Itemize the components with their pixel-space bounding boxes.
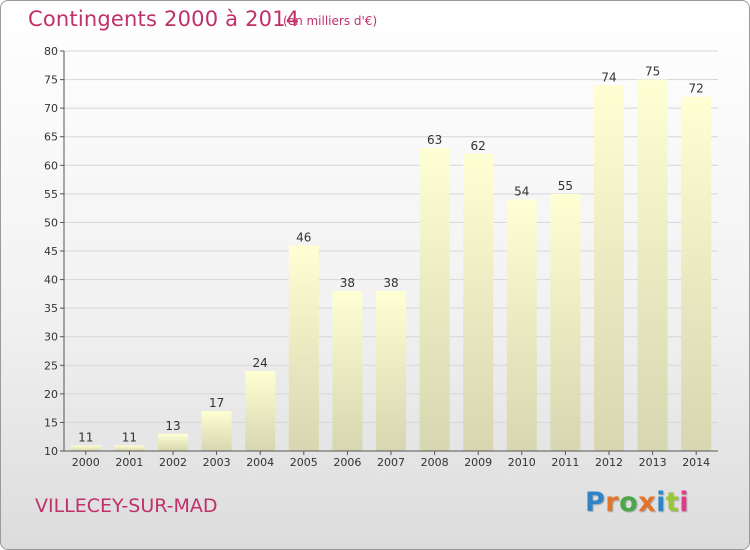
x-tick-label: 2004 (246, 456, 274, 469)
bar-2014 (681, 96, 712, 451)
x-tick-label: 2001 (115, 456, 143, 469)
x-tick-label: 2005 (290, 456, 318, 469)
bar-2005 (288, 245, 319, 451)
chart-subtitle: (en milliers d'€) (283, 14, 378, 28)
bar-value-label: 63 (427, 133, 442, 147)
x-tick-label: 2002 (159, 456, 187, 469)
x-tick-label: 2003 (203, 456, 231, 469)
x-tick-label: 2008 (421, 456, 449, 469)
bar-value-label: 75 (645, 65, 660, 79)
bar-value-label: 46 (296, 230, 311, 244)
logo-letter: r (605, 487, 620, 518)
bar-2002 (158, 433, 188, 451)
bar-2013 (637, 79, 668, 452)
x-tick-label: 2009 (464, 456, 492, 469)
bar-value-label: 17 (209, 396, 224, 410)
x-tick-label: 2007 (377, 456, 405, 469)
bar-2001 (114, 445, 145, 451)
y-tick-label: 25 (44, 359, 58, 372)
chart-title: Contingents 2000 à 2014 (28, 7, 300, 31)
y-tick-label: 35 (44, 302, 58, 315)
bar-value-label: 11 (122, 430, 137, 444)
bar-value-label: 55 (558, 179, 573, 193)
y-tick-label: 10 (44, 445, 58, 458)
y-tick-label: 55 (44, 188, 58, 201)
proxiti-logo[interactable]: Proxiti (585, 487, 689, 518)
x-tick-label: 2012 (595, 456, 623, 469)
y-tick-label: 70 (44, 102, 58, 115)
y-tick-label: 45 (44, 245, 58, 258)
bar-value-label: 74 (601, 70, 616, 84)
y-tick-label: 65 (44, 131, 58, 144)
bar-2008 (419, 148, 450, 451)
y-tick-label: 30 (44, 331, 58, 344)
bar-2003 (201, 411, 232, 451)
bar-value-label: 62 (471, 139, 486, 153)
bar-value-label: 54 (514, 185, 529, 199)
bar-value-label: 38 (340, 276, 355, 290)
logo-letter: i (656, 487, 666, 518)
x-tick-label: 2006 (333, 456, 361, 469)
y-tick-label: 80 (44, 45, 58, 58)
logo-letter: P (585, 487, 606, 518)
bar-2006 (332, 291, 363, 451)
x-tick-label: 2011 (551, 456, 579, 469)
bar-2011 (550, 193, 581, 451)
x-tick-label: 2000 (72, 456, 100, 469)
y-tick-label: 50 (44, 216, 58, 229)
bar-value-label: 38 (383, 276, 398, 290)
logo-letter: o (619, 487, 639, 518)
bar-2000 (70, 445, 101, 451)
x-tick-label: 2014 (682, 456, 710, 469)
bar-2004 (245, 371, 276, 451)
logo-letter: i (679, 487, 690, 518)
logo-letter: t (665, 487, 680, 518)
y-tick-label: 40 (44, 274, 58, 287)
bar-2009 (463, 153, 494, 451)
bars-layer: 11 11 13 17 24 46 38 38 63 62 54 55 74 75 72 (70, 65, 712, 452)
y-tick-label: 20 (44, 388, 58, 401)
bar-value-label: 24 (253, 356, 268, 370)
y-tick-label: 15 (44, 416, 58, 429)
axis-layer: 10 15 20 25 30 35 40 45 50 55 60 65 70 75 80 2000 2001 20… (44, 45, 718, 469)
y-tick-label: 60 (44, 159, 58, 172)
bar-value-label: 11 (78, 430, 93, 444)
bar-2010 (506, 199, 537, 451)
logo-letter: x (638, 487, 657, 518)
bar-value-label: 72 (689, 82, 704, 96)
x-tick-label: 2013 (639, 456, 667, 469)
y-tick-label: 75 (44, 74, 58, 87)
x-tick-label: 2010 (508, 456, 536, 469)
place-name: VILLECEY-SUR-MAD (35, 495, 218, 517)
bar-value-label: 13 (165, 419, 180, 433)
bar-2012 (594, 85, 624, 452)
bar-2007 (376, 291, 406, 451)
